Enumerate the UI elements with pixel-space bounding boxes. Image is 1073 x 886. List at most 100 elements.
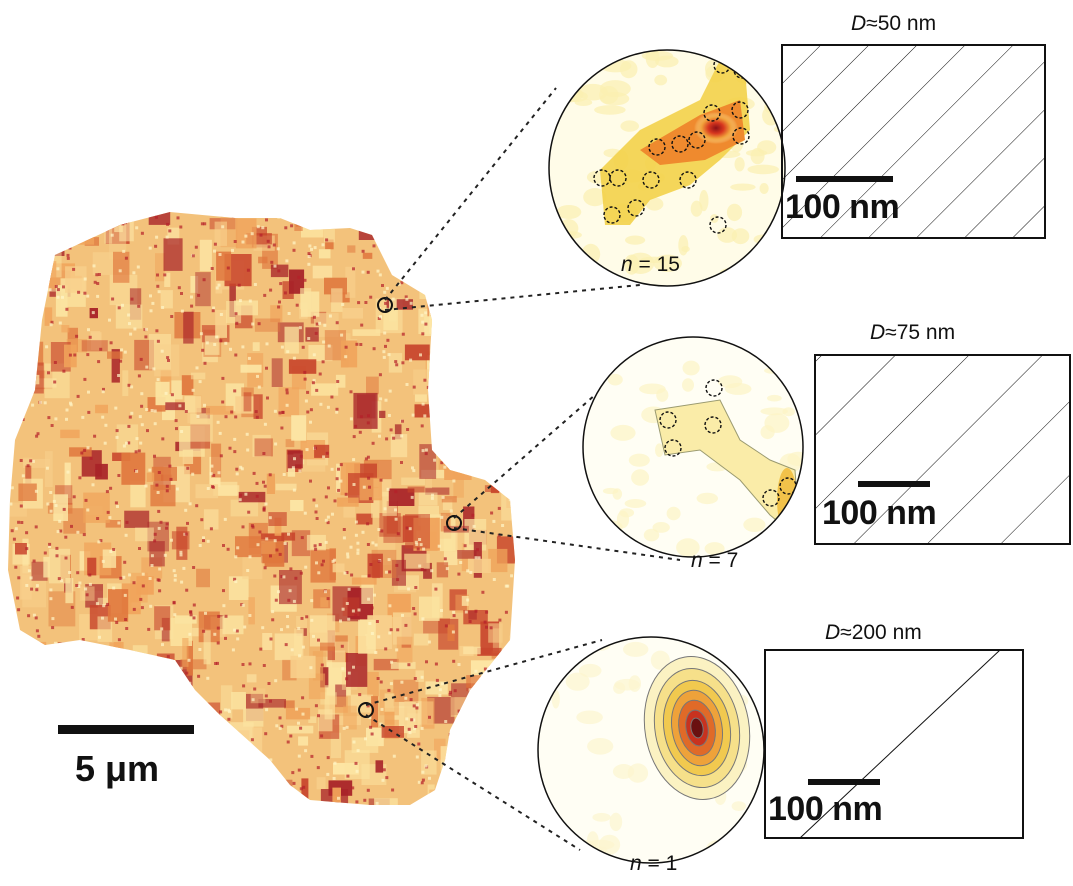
flake-texture-pixel xyxy=(516,274,519,277)
flake-texture-pixel xyxy=(420,568,424,571)
flake-texture-pixel xyxy=(196,415,200,418)
flake-texture-patch xyxy=(301,221,324,238)
flake-texture-pixel xyxy=(454,207,457,210)
flake-texture-pixel xyxy=(291,771,295,775)
flake-texture-pixel xyxy=(415,542,419,546)
flake-texture-pixel xyxy=(105,490,109,494)
flake-texture-pixel xyxy=(275,548,279,552)
flake-texture-pixel xyxy=(292,356,296,360)
flake-texture-patch xyxy=(468,712,479,730)
flake-texture-pixel xyxy=(424,322,428,326)
flake-texture-patch xyxy=(135,527,154,542)
scalebar-label-3: 100 nm xyxy=(768,790,883,828)
flake-texture-pixel xyxy=(256,543,260,547)
flake-texture-pixel xyxy=(310,247,313,251)
flake-texture-pixel xyxy=(156,578,160,582)
flake-texture-pixel xyxy=(259,233,263,237)
flake-texture-pixel xyxy=(154,244,158,248)
flake-texture-patch xyxy=(240,364,262,373)
flake-texture-pixel xyxy=(430,283,434,287)
flake-texture-pixel xyxy=(448,783,452,787)
flake-texture-pixel xyxy=(286,615,289,618)
flake-texture-pixel xyxy=(332,777,336,780)
flake-texture-pixel xyxy=(292,781,296,785)
flake-texture-patch xyxy=(431,261,448,296)
flake-texture-patch xyxy=(453,472,464,498)
flake-texture-pixel xyxy=(122,249,126,253)
flake-texture-pixel xyxy=(14,565,18,569)
flake-texture-pixel xyxy=(301,645,305,649)
flake-texture-pixel xyxy=(226,266,230,270)
flake-texture-pixel xyxy=(200,804,204,805)
flake-texture-pixel xyxy=(268,473,272,477)
main-scalebar xyxy=(58,725,194,734)
selection-marker-middle xyxy=(446,515,462,531)
flake-texture-pixel xyxy=(188,632,192,636)
flake-texture-patch xyxy=(342,597,360,617)
flake-texture-pixel xyxy=(354,533,358,537)
flake-texture-patch xyxy=(460,221,481,249)
flake-texture-patch xyxy=(196,568,210,588)
flake-texture-pixel xyxy=(257,385,261,389)
flake-texture-pixel xyxy=(285,388,289,392)
flake-texture-pixel xyxy=(517,440,520,443)
flake-texture-patch xyxy=(464,441,488,469)
flake-texture-patch xyxy=(39,220,51,233)
flake-texture-pixel xyxy=(424,764,428,768)
flake-texture-pixel xyxy=(39,746,43,750)
flake-texture-pixel xyxy=(92,264,96,268)
flake-texture-pixel xyxy=(337,796,340,800)
flake-texture-pixel xyxy=(511,217,515,220)
inset1-background-speckle xyxy=(730,183,756,191)
flake-texture-pixel xyxy=(326,521,330,525)
flake-texture-pixel xyxy=(302,216,306,220)
flake-texture-patch xyxy=(425,487,450,495)
flake-texture-pixel xyxy=(17,269,21,273)
flake-texture-pixel xyxy=(379,680,383,684)
flake-texture-pixel xyxy=(397,241,401,245)
flake-texture-pixel xyxy=(8,785,10,789)
flake-texture-pixel xyxy=(184,532,188,536)
flake-texture-pixel xyxy=(421,402,425,406)
flake-texture-pixel xyxy=(424,311,428,315)
flake-texture-patch xyxy=(509,273,515,299)
flake-texture-patch xyxy=(183,311,194,344)
flake-texture-pixel xyxy=(339,479,343,483)
flake-texture-pixel xyxy=(215,335,219,339)
flake-texture-patch xyxy=(509,635,515,668)
flake-texture-pixel xyxy=(464,610,468,614)
flake-texture-pixel xyxy=(241,755,245,758)
flake-texture-pixel xyxy=(42,783,46,787)
flake-texture-pixel xyxy=(112,586,116,590)
flake-texture-pixel xyxy=(355,342,359,346)
flake-texture-patch xyxy=(444,298,458,316)
flake-texture-pixel xyxy=(149,294,152,298)
flake-texture-pixel xyxy=(34,616,38,620)
flake-texture-patch xyxy=(58,642,74,659)
flake-texture-patch xyxy=(390,434,408,458)
flake-texture-pixel xyxy=(440,461,444,465)
flake-texture-pixel xyxy=(138,802,142,805)
flake-texture-pixel xyxy=(69,401,72,405)
flake-texture-pixel xyxy=(520,674,523,677)
flake-texture-patch xyxy=(274,633,303,661)
flake-texture-pixel xyxy=(203,222,207,226)
flake-texture-pixel xyxy=(433,221,437,224)
flake-texture-pixel xyxy=(250,232,254,236)
flake-texture-pixel xyxy=(265,708,269,712)
flake-texture-pixel xyxy=(382,355,386,359)
flake-texture-pixel xyxy=(53,737,57,741)
flake-texture-pixel xyxy=(87,390,90,394)
flake-texture-pixel xyxy=(96,294,100,298)
flake-texture-pixel xyxy=(394,360,398,364)
flake-texture-pixel xyxy=(209,527,213,531)
flake-texture-pixel xyxy=(327,344,331,348)
flake-texture-pixel xyxy=(326,756,330,760)
flake-texture-patch xyxy=(228,576,249,600)
flake-texture-patch xyxy=(8,230,36,263)
flake-texture-patch xyxy=(56,649,63,674)
flake-texture-pixel xyxy=(510,502,514,506)
flake-texture-patch xyxy=(324,330,346,361)
flake-texture-pixel xyxy=(198,648,202,651)
flake-texture-pixel xyxy=(9,502,13,506)
